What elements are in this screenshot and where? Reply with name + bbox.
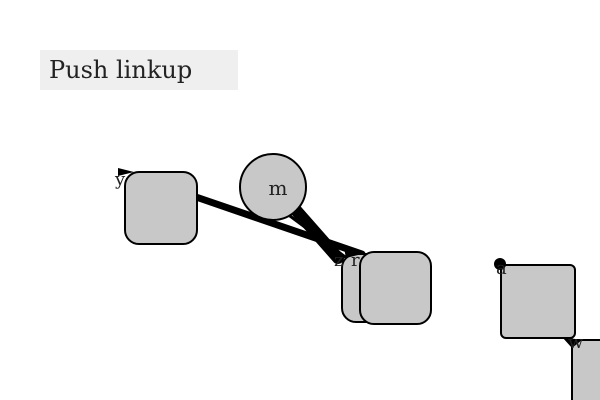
edge-m-to-z — [288, 202, 344, 264]
port-w-arrow-icon[interactable] — [562, 337, 582, 348]
node-bottom-right-square[interactable] — [571, 339, 600, 400]
node-m-label: m — [269, 176, 288, 200]
port-r-label: r — [351, 250, 360, 271]
edge-m-to-z-thin — [288, 214, 354, 264]
node-center-front-square[interactable] — [359, 251, 432, 325]
port-a-dot-icon[interactable] — [494, 258, 506, 270]
port-w-label: w — [568, 332, 584, 353]
node-right-square[interactable] — [500, 264, 576, 339]
port-z-arrow-icon[interactable] — [344, 248, 362, 258]
node-left-square[interactable] — [124, 171, 198, 245]
port-a-label: a — [496, 258, 507, 279]
port-y-arrow-icon[interactable] — [118, 168, 134, 176]
edge-y-to-z — [192, 193, 366, 258]
port-y-label: y — [114, 169, 126, 190]
push-linkup-button[interactable]: Push linkup — [40, 50, 238, 90]
node-m[interactable]: m — [239, 153, 307, 221]
port-z-label: z — [334, 250, 343, 271]
